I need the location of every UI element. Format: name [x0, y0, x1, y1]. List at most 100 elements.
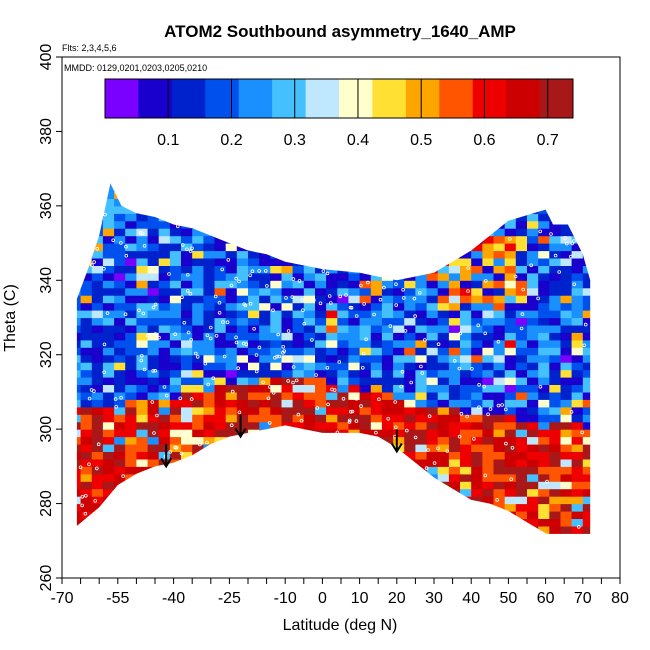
heatmap-cell [248, 183, 260, 192]
heatmap-cell [560, 503, 573, 512]
heatmap-cell [214, 280, 227, 289]
observation-point [483, 473, 488, 478]
heatmap-cell [192, 391, 204, 400]
heatmap-cell [181, 414, 193, 423]
heatmap-cell [181, 191, 193, 199]
heatmap-cell [571, 228, 584, 237]
observation-point [360, 365, 365, 370]
heatmap-cell [348, 362, 361, 371]
observation-point [348, 409, 353, 414]
heatmap-cell [337, 354, 350, 363]
heatmap-cell [549, 332, 562, 341]
heatmap-cell [471, 436, 483, 445]
heatmap-cell [426, 183, 439, 192]
heatmap-cell [147, 391, 160, 400]
heatmap-cell [203, 384, 216, 393]
heatmap-cell [76, 332, 82, 341]
heatmap-cell [359, 205, 372, 214]
heatmap-cell [471, 235, 483, 244]
heatmap-cell [136, 511, 149, 519]
x-axis-label: Latitude (deg N) [283, 617, 398, 634]
observation-point [178, 396, 183, 401]
observation-point [359, 283, 363, 288]
heatmap-cell [181, 451, 193, 460]
observation-point [350, 409, 355, 414]
heatmap-cell [348, 488, 361, 497]
heatmap-cell [348, 414, 361, 423]
heatmap-cell [582, 250, 591, 259]
observation-point [291, 365, 296, 369]
heatmap-cell [315, 399, 327, 408]
heatmap-cell [281, 369, 294, 378]
heatmap-cell [493, 451, 506, 460]
heatmap-cell [114, 213, 126, 222]
heatmap-cell [359, 511, 372, 519]
heatmap-cell [236, 191, 249, 199]
observation-point [84, 493, 88, 498]
heatmap-cell [203, 399, 216, 408]
heatmap-cell [169, 481, 182, 490]
heatmap-cell [225, 458, 238, 467]
heatmap-cell [538, 213, 550, 222]
heatmap-cell [426, 458, 439, 467]
heatmap-cell [147, 205, 160, 214]
heatmap-cell [594, 519, 606, 527]
observation-point [93, 499, 97, 503]
observation-point [237, 279, 241, 284]
observation-point [222, 354, 227, 359]
heatmap-cell [471, 414, 483, 423]
heatmap-cell [114, 377, 126, 385]
heatmap-cell [102, 451, 115, 460]
heatmap-cell [493, 347, 506, 356]
observation-point [318, 301, 323, 306]
heatmap-cell [147, 265, 160, 274]
heatmap-cell [437, 183, 450, 192]
heatmap-cell [538, 458, 550, 467]
heatmap-cell [437, 406, 450, 415]
heatmap-cell [426, 436, 439, 445]
heatmap-cell [326, 488, 338, 497]
heatmap-cell [404, 377, 416, 385]
observation-point [386, 416, 391, 421]
heatmap-cell [248, 481, 260, 490]
heatmap-cell [102, 414, 115, 423]
heatmap-cell [259, 414, 271, 423]
heatmap-cell [225, 302, 238, 311]
heatmap-cell [460, 339, 472, 348]
heatmap-cell [270, 421, 283, 430]
heatmap-cell [158, 310, 171, 319]
observation-point [452, 359, 457, 363]
heatmap-cell [315, 169, 327, 177]
heatmap-cell [192, 243, 204, 252]
heatmap-cell [482, 518, 495, 527]
heatmap-cell [236, 406, 249, 415]
heatmap-cell [91, 347, 104, 356]
heatmap-cell [292, 377, 305, 385]
heatmap-cell [359, 444, 372, 452]
heatmap-cell [393, 429, 405, 438]
observation-point [105, 311, 110, 315]
heatmap-cell [471, 429, 483, 438]
heatmap-cell [125, 458, 137, 467]
heatmap-cell [549, 406, 562, 415]
heatmap-cell [594, 280, 606, 288]
heatmap-cell [359, 243, 372, 252]
x-axis: -70 -55 -40 -25 -10 0 10 20 30 40 50 60 70 80 [50, 577, 629, 607]
heatmap-cell [471, 310, 483, 319]
heatmap-cell [236, 235, 249, 244]
heatmap-cell [114, 503, 126, 512]
heatmap-cell [415, 429, 428, 438]
heatmap-cell [303, 451, 316, 460]
heatmap-cell [337, 191, 350, 199]
heatmap-cell [538, 205, 550, 214]
heatmap-cell [582, 228, 591, 237]
heatmap-cell [560, 421, 573, 430]
heatmap-cell [549, 213, 562, 222]
y-axis-label: Theta (C) [2, 284, 19, 352]
heatmap-cell [426, 429, 439, 438]
heatmap-cell [538, 391, 550, 400]
heatmap-cell [169, 324, 182, 333]
heatmap-cell [516, 169, 528, 177]
heatmap-cell [80, 458, 93, 467]
heatmap-cell [91, 213, 104, 222]
